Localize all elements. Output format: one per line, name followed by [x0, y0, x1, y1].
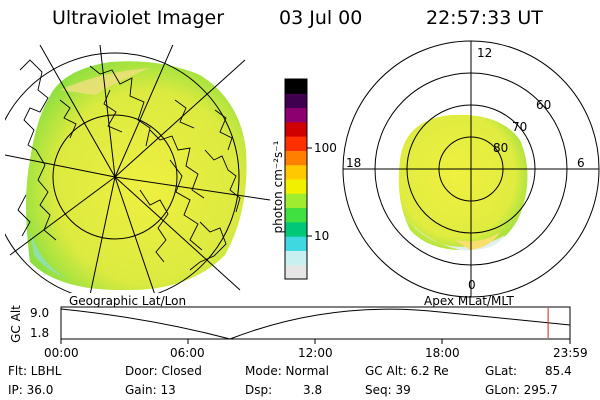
date-label: 03 Jul 00: [279, 7, 363, 29]
xtick-0000: 00:00: [44, 346, 79, 360]
colorbar-band: [285, 236, 307, 251]
geographic-caption: Geographic Lat/Lon: [69, 294, 187, 308]
lat-label-60: 60: [536, 98, 552, 112]
altitude-ylabel: GC Alt: [9, 305, 23, 343]
apex-caption: Apex MLat/MLT: [424, 294, 514, 308]
xtick-0600: 06:00: [170, 346, 205, 360]
instrument-title: Ultraviolet Imager: [52, 7, 225, 29]
geographic-map: [5, 45, 271, 293]
colorbar-band: [285, 93, 307, 109]
colorbar-band: [285, 221, 307, 237]
gain-label: Gain: 13: [125, 383, 176, 397]
time-label: 22:57:33 UT: [426, 7, 543, 29]
colorbar-band: [285, 136, 307, 151]
lat-label-70: 70: [512, 120, 528, 134]
altitude-plot: [60, 306, 571, 344]
gc-alt-label: GC Alt: 6.2 Re: [365, 364, 449, 378]
altitude-ytick-9: 9.0: [30, 306, 50, 320]
ip-label: IP: 36.0: [8, 383, 54, 397]
colorbar-tick-10: 10: [314, 229, 330, 243]
colorbar-band: [285, 179, 307, 194]
colorbar-band: [285, 79, 307, 94]
colorbar-tick-100: 100: [314, 141, 337, 155]
coastlines: [17, 59, 241, 271]
colorbar-band: [285, 250, 307, 266]
colorbar-band: [285, 207, 307, 223]
filter-label: Flt: LBHL: [8, 364, 62, 378]
colorbar-band: [285, 164, 307, 180]
lat-label-80: 80: [493, 141, 509, 155]
apex-polar-plot: [342, 40, 600, 298]
glat-label: GLat:: [485, 364, 518, 378]
colorbar-band: [285, 150, 307, 166]
auroral-image-geographic: [26, 61, 247, 291]
xtick-1800: 18:00: [425, 346, 460, 360]
mode-label: Mode: Normal: [245, 364, 329, 378]
dsp-label: Dsp:: [245, 383, 273, 397]
colorbar-band: [285, 121, 307, 137]
glat-value: 85.4: [545, 364, 572, 378]
xtick-1200: 12:00: [298, 346, 333, 360]
mlt-label-6: 6: [577, 156, 585, 170]
glon-label: GLon: 295.7: [485, 383, 558, 397]
mlt-label-0: 0: [468, 278, 476, 292]
colorbar-band: [285, 264, 307, 280]
xtick-2359: 23:59: [553, 346, 588, 360]
auroral-oval: [398, 114, 528, 251]
colorbar-band: [285, 193, 307, 209]
seq-label: Seq: 39: [365, 383, 411, 397]
altitude-ytick-1-8: 1.8: [30, 326, 50, 340]
dsp-value: 3.8: [303, 383, 323, 397]
colorbar: [284, 78, 312, 280]
colorbar-unit-label: photon cm⁻²s⁻¹: [271, 140, 285, 234]
mlt-label-12: 12: [477, 46, 493, 60]
door-label: Door: Closed: [125, 364, 202, 378]
mlt-label-18: 18: [346, 156, 362, 170]
colorbar-band: [285, 107, 307, 123]
altitude-curve: [60, 308, 571, 340]
